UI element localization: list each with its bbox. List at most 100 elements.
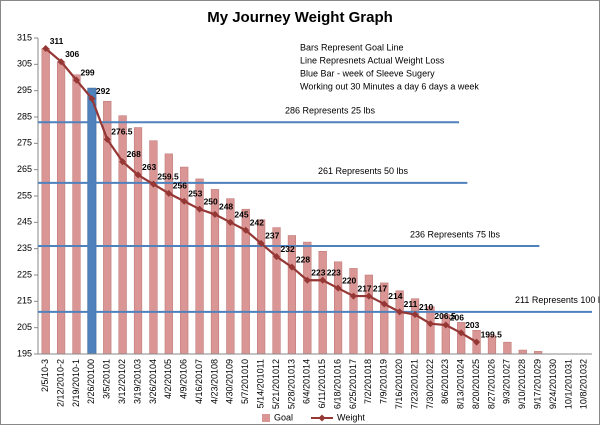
reference-label: 211 Represents 100 lbs [515,295,600,305]
weight-marker [257,239,265,247]
data-label: 250 [204,196,218,206]
y-tick-label: 285 [17,111,32,121]
goal-bar [503,341,512,355]
data-label: 220 [342,275,356,285]
x-tick-label: 10/8/201032 [579,359,589,409]
weight-marker [319,276,327,284]
x-tick-label: 9/17/201029 [533,359,543,409]
x-tick-label: 9/24/201030 [548,359,558,409]
goal-bar [457,322,466,355]
data-label: 214 [388,291,402,301]
weight-marker [288,263,296,271]
weight-marker [42,45,50,53]
x-tick-label: 2/5/10-3 [40,359,50,392]
x-tick-label: 3/12/20102 [117,359,127,404]
weight-marker [457,329,465,337]
data-label: 292 [96,86,110,96]
data-label: 232 [281,244,295,254]
weight-marker [442,321,450,329]
annotation: Line Represnets Actual Weight Loss [300,55,445,65]
data-label: 211 [404,299,418,309]
x-tick-label: 7/16/201020 [394,359,404,409]
data-label: 223 [327,268,341,278]
x-tick-label: 2/19/2010-1 [71,359,81,407]
x-tick-label: 6/18/201016 [332,359,342,409]
x-tick-label: 7/9/201019 [379,359,389,404]
x-tick-label: 7/23/201021 [409,359,419,409]
x-tick-label: 5/7/201010 [240,359,250,404]
x-tick-label: 8/6/201023 [440,359,450,404]
data-label: 245 [234,210,248,220]
y-tick-label: 245 [17,217,32,227]
reference-label: 286 Represents 25 lbs [285,106,376,116]
y-tick-label: 195 [17,348,32,358]
data-label: 228 [296,254,310,264]
y-tick-label: 315 [17,32,32,42]
x-tick-label: 6/25/201017 [348,359,358,409]
weight-marker [196,205,204,213]
weight-marker [226,218,234,226]
x-tick-label: 9/10/201028 [517,359,527,409]
goal-bar [195,178,204,355]
weight-marker [180,197,188,205]
data-label: 276.5 [111,127,133,137]
x-tick-label: 7/30/201022 [425,359,435,409]
data-label: 203 [465,320,479,330]
x-tick-label: 6/11/201015 [317,359,327,408]
x-tick-label: 3/26/20104 [148,359,158,404]
data-label: 299 [80,67,94,77]
goal-bar [87,87,97,355]
legend-label: Weight [337,412,365,422]
data-label: 253 [188,189,202,199]
chart-title: My Journey Weight Graph [207,9,393,26]
legend-swatch [262,414,270,422]
data-label: 311 [50,36,64,46]
data-label: 248 [219,202,233,212]
goal-bar [180,166,189,355]
goal-bar [133,127,143,355]
weight-marker [165,189,173,197]
x-tick-label: 8/27/201026 [486,359,496,409]
x-tick-label: 8/20/201025 [471,359,481,409]
data-label: 199.5 [481,329,503,339]
weight-marker [473,338,481,346]
data-label: 306 [65,49,79,59]
x-tick-label: 4/9/20106 [179,359,189,399]
x-tick-label: 9/3/201027 [502,359,512,404]
weight-marker [365,292,373,300]
x-tick-label: 5/21/201012 [271,359,281,409]
weight-marker [103,135,111,143]
x-tick-label: 10/1/201031 [563,359,573,409]
y-tick-label: 215 [17,296,32,306]
x-tick-label: 5/28/201013 [286,359,296,409]
data-label: 263 [142,162,156,172]
goal-bar [149,140,158,355]
x-tick-label: 4/23/20108 [209,359,219,404]
goal-bar [380,282,389,355]
weight-marker [88,95,96,103]
x-tick-label: 2/12/2010-2 [55,359,65,407]
goal-bar [118,115,127,355]
weight-marker [426,320,434,328]
y-tick-label: 305 [17,59,32,69]
goal-bar [41,48,50,355]
data-label: 237 [265,231,279,241]
data-label: 259.5 [157,171,179,181]
annotation: Blue Bar - week of Sleeve Sugery [300,68,435,78]
weight-marker [149,180,157,188]
weight-marker [119,158,127,166]
goal-bar [164,153,173,355]
x-tick-label: 2/26/20100 [86,359,96,404]
data-label: 256 [173,181,187,191]
weight-marker [57,58,65,66]
x-tick-label: 5/14/201011 [256,359,266,408]
weight-marker [211,210,219,218]
y-tick-label: 235 [17,243,32,253]
annotation: Bars Represent Goal Line [300,42,404,52]
data-label: 217 [373,283,387,293]
data-label: 206.5 [434,311,456,321]
x-tick-label: 6/4/201014 [302,359,312,404]
x-tick-label: 8/13/201024 [456,359,466,409]
data-label: 268 [127,149,141,159]
